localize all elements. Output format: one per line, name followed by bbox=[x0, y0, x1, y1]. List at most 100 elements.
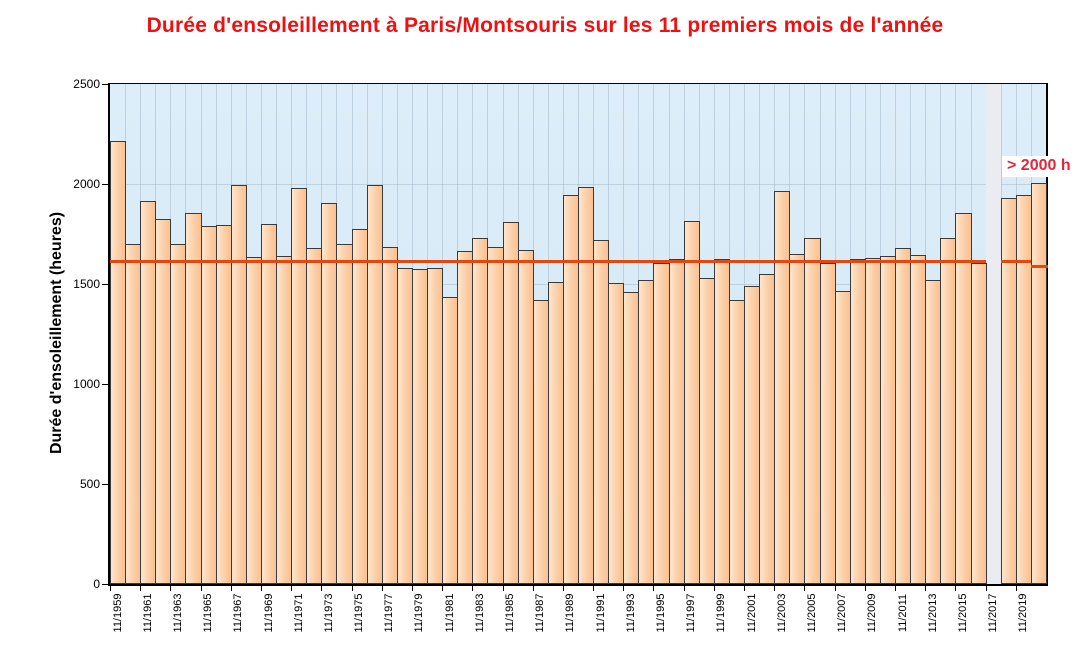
x-tick bbox=[260, 586, 262, 591]
x-tick bbox=[170, 586, 172, 591]
bar-1990 bbox=[578, 187, 595, 584]
bar-1989 bbox=[562, 195, 579, 584]
y-tick bbox=[102, 584, 108, 585]
bar-2012 bbox=[910, 255, 927, 584]
bar-1996 bbox=[668, 259, 685, 584]
bar-1991 bbox=[593, 240, 610, 584]
bar-1997 bbox=[683, 221, 700, 584]
mean-line-2018-2019 bbox=[1000, 260, 1031, 264]
x-axis-line bbox=[108, 584, 1048, 586]
bar-1979 bbox=[411, 269, 429, 584]
bar-1983 bbox=[472, 238, 489, 584]
bar-2013 bbox=[925, 280, 942, 584]
x-tick bbox=[593, 586, 595, 591]
bar-2011 bbox=[895, 248, 912, 584]
x-tick bbox=[472, 586, 474, 591]
chart-title: Durée d'ensoleillement à Paris/Montsouri… bbox=[146, 14, 944, 37]
x-tick bbox=[532, 586, 534, 591]
bar-2018 bbox=[1000, 198, 1017, 584]
bar-1962 bbox=[155, 219, 172, 584]
bar-1967 bbox=[230, 185, 247, 584]
bar-1966 bbox=[215, 225, 232, 584]
bar-2002 bbox=[759, 274, 776, 584]
x-tick bbox=[864, 586, 866, 591]
bar-1980 bbox=[427, 268, 444, 584]
x-tick bbox=[653, 586, 655, 591]
bar-1984 bbox=[487, 247, 504, 584]
y-tick-label: 1000 bbox=[73, 377, 100, 391]
x-tick bbox=[140, 586, 142, 591]
y-tick bbox=[102, 484, 108, 485]
bar-1970 bbox=[276, 256, 293, 584]
bar-1960 bbox=[125, 244, 142, 584]
bar-1978 bbox=[396, 268, 413, 584]
y-tick bbox=[102, 84, 108, 85]
x-tick bbox=[230, 586, 232, 591]
bar-1959 bbox=[110, 141, 127, 584]
y-axis-line bbox=[108, 83, 110, 586]
x-tick bbox=[562, 586, 564, 591]
bar-1999 bbox=[713, 259, 730, 584]
y-tick bbox=[102, 284, 108, 285]
x-tick-label: 11/2017 bbox=[987, 593, 1000, 633]
x-tick bbox=[955, 586, 957, 591]
missing-data-band bbox=[985, 84, 1001, 584]
bar-1977 bbox=[381, 247, 398, 584]
gt-2000h-annotation: > 2000 h bbox=[1002, 156, 1076, 177]
bar-2003 bbox=[774, 191, 791, 584]
bar-1965 bbox=[200, 226, 217, 584]
x-tick bbox=[442, 586, 444, 591]
x-tick bbox=[1015, 586, 1017, 591]
bar-2019 bbox=[1015, 195, 1032, 584]
bar-1961 bbox=[140, 201, 157, 584]
x-tick bbox=[985, 586, 987, 591]
x-tick bbox=[925, 586, 927, 591]
h-gridline bbox=[110, 183, 1046, 185]
bar-1982 bbox=[457, 251, 474, 584]
right-border-line bbox=[1046, 83, 1048, 586]
bar-2015 bbox=[955, 213, 972, 584]
y-tick bbox=[102, 384, 108, 385]
bar-1993 bbox=[623, 292, 640, 584]
y-tick bbox=[102, 184, 108, 185]
bar-2005 bbox=[804, 238, 821, 584]
bar-1976 bbox=[366, 185, 383, 584]
bar-2006 bbox=[819, 263, 836, 584]
x-tick bbox=[411, 586, 413, 591]
bar-1987 bbox=[532, 300, 549, 584]
bar-1971 bbox=[291, 188, 308, 584]
x-tick bbox=[895, 586, 897, 591]
x-tick bbox=[713, 586, 715, 591]
bar-2010 bbox=[879, 256, 897, 584]
x-tick bbox=[623, 586, 625, 591]
x-tick bbox=[834, 586, 836, 591]
bar-2004 bbox=[789, 254, 806, 584]
bar-1964 bbox=[185, 213, 202, 584]
sunshine-chart: Durée d'ensoleillement à Paris/Montsouri… bbox=[48, 14, 1076, 633]
x-tick bbox=[774, 586, 776, 591]
bar-2009 bbox=[864, 258, 881, 584]
y-tick-label: 2500 bbox=[73, 77, 100, 91]
y-tick-label: 500 bbox=[79, 477, 100, 491]
bar-1995 bbox=[653, 263, 670, 584]
bar-2020 bbox=[1030, 183, 1047, 584]
bar-1998 bbox=[698, 278, 715, 584]
bar-1972 bbox=[306, 248, 323, 584]
bar-2008 bbox=[849, 259, 866, 584]
bar-1974 bbox=[336, 244, 353, 584]
mean-line-main bbox=[110, 260, 986, 264]
y-tick-label: 1500 bbox=[73, 277, 100, 291]
x-tick bbox=[110, 586, 111, 591]
y-tick-label: 0 bbox=[93, 577, 100, 591]
bar-1975 bbox=[351, 229, 368, 584]
x-tick bbox=[200, 586, 202, 591]
y-axis-label: Durée d'ensoleillement (heures) bbox=[48, 211, 65, 455]
bar-2001 bbox=[744, 286, 761, 584]
y-tick-label: 2000 bbox=[73, 177, 100, 191]
x-tick bbox=[351, 586, 353, 591]
bar-1963 bbox=[170, 244, 187, 584]
bar-2016 bbox=[970, 263, 987, 584]
bar-1968 bbox=[245, 257, 262, 584]
top-border-line bbox=[108, 83, 1048, 84]
x-tick bbox=[321, 586, 323, 591]
